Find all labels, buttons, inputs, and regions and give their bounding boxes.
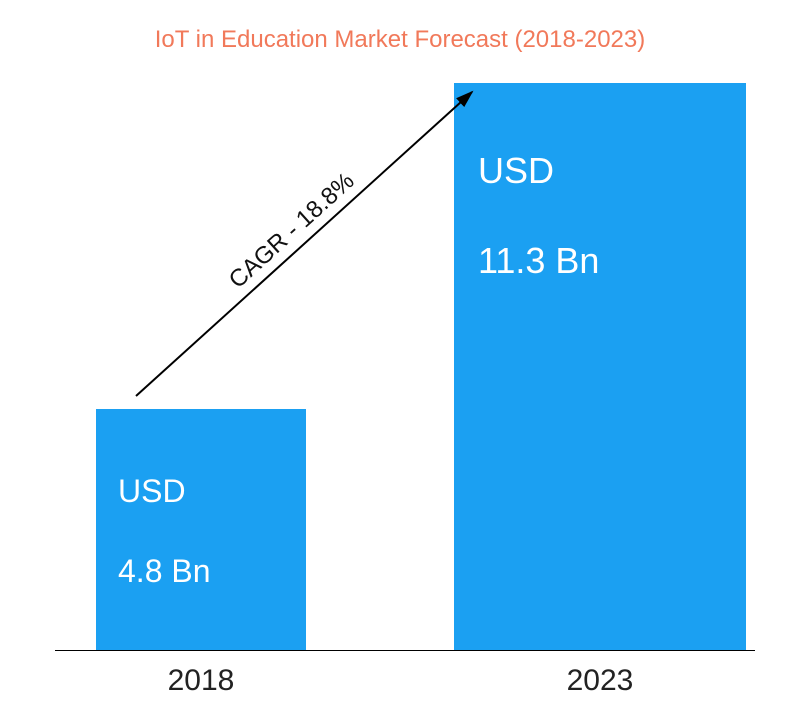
cagr-arrow: [0, 0, 800, 719]
cagr-arrow-line: [136, 92, 472, 396]
chart-container: IoT in Education Market Forecast (2018-2…: [0, 0, 800, 719]
